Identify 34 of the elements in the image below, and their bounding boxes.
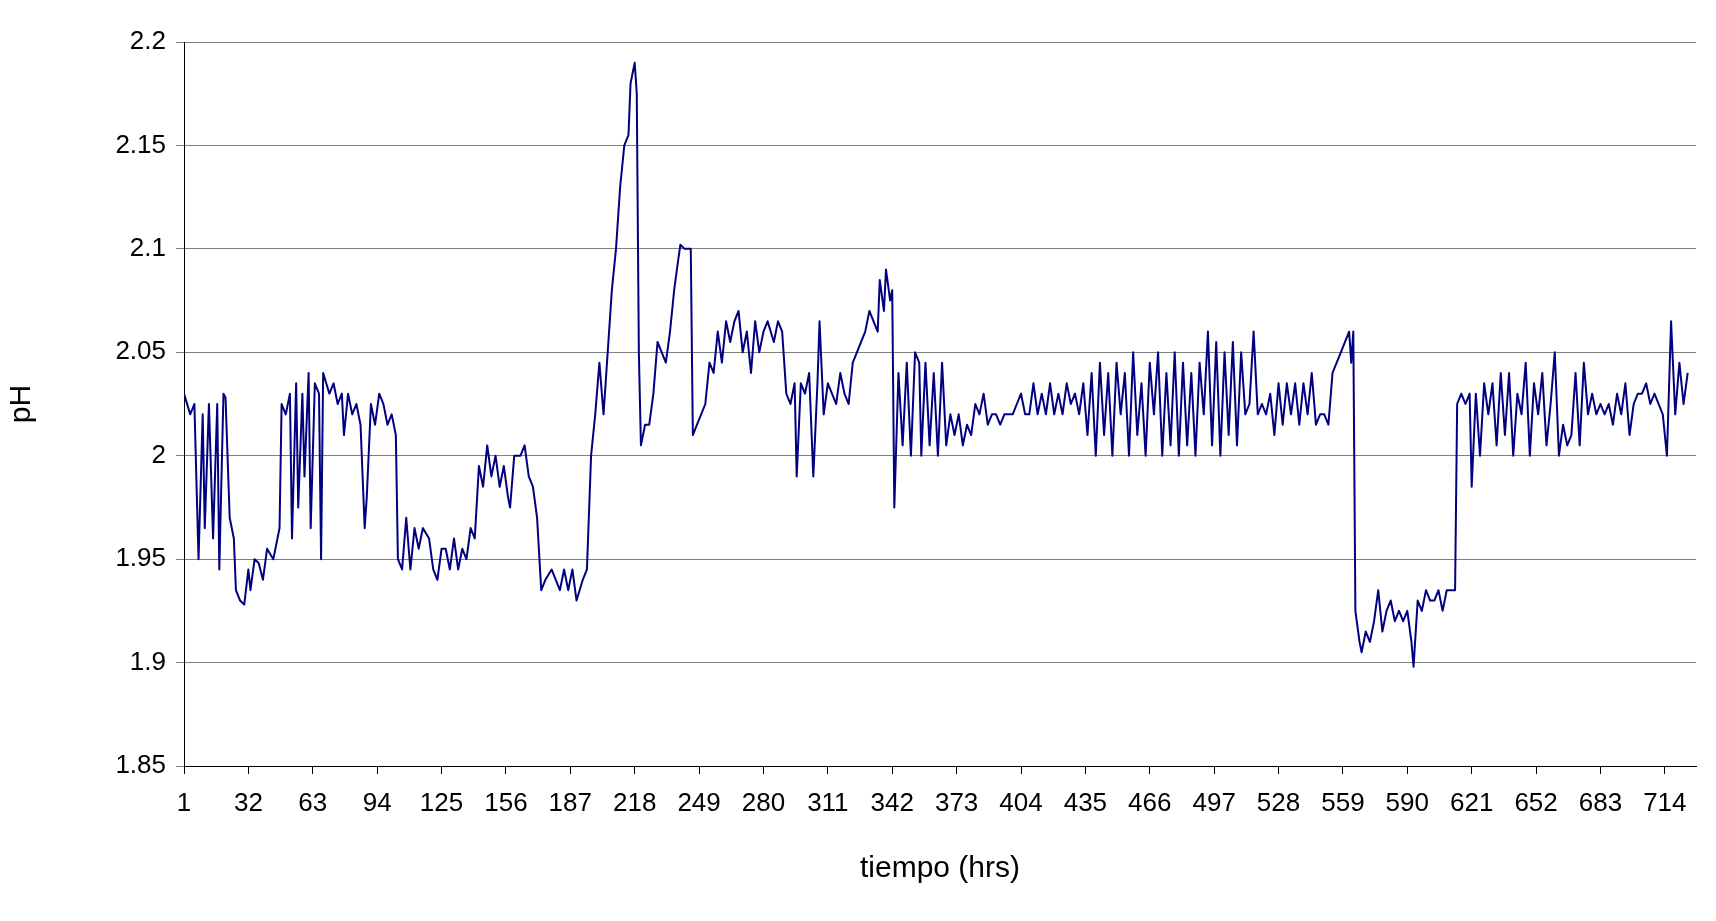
- y-tick-label: 1.85: [115, 749, 166, 780]
- x-tick-label: 404: [999, 786, 1043, 817]
- x-tick-label: 311: [807, 786, 849, 817]
- x-tick-label: 63: [298, 786, 328, 817]
- x-tick-label: 590: [1385, 786, 1429, 817]
- y-tick-label: 1.95: [115, 542, 166, 573]
- y-tick-label: 2: [151, 438, 166, 469]
- x-tick-label: 435: [1063, 786, 1108, 817]
- y-tick-label: 2.1: [129, 232, 166, 263]
- x-tick-label: 683: [1578, 786, 1623, 817]
- x-tick-label: 187: [548, 786, 592, 817]
- x-tick-label: 94: [362, 786, 392, 817]
- x-tick-label: 559: [1321, 786, 1365, 817]
- x-tick-label: 1: [176, 786, 192, 817]
- x-tick-label: 156: [484, 786, 528, 817]
- x-tick-label: 280: [741, 786, 786, 817]
- x-tick-label: 714: [1643, 786, 1687, 817]
- y-axis-title: pH: [3, 384, 37, 424]
- x-tick-label: 621: [1450, 786, 1494, 817]
- x-tick-label: 125: [419, 786, 464, 817]
- y-tick-label: 2.15: [115, 128, 166, 159]
- x-tick-label: 652: [1514, 786, 1558, 817]
- x-tick-label: 466: [1128, 786, 1172, 817]
- x-tick-label: 528: [1256, 786, 1301, 817]
- x-tick-label: 373: [934, 786, 979, 817]
- x-tick-label: 497: [1192, 786, 1236, 817]
- y-tick-label: 2.05: [115, 335, 166, 366]
- x-tick-label: 32: [233, 786, 263, 817]
- x-tick-label: 342: [870, 786, 914, 817]
- x-tick-label: 218: [613, 786, 657, 817]
- x-tick-label: 249: [677, 786, 721, 817]
- x-axis-title: tiempo (hrs): [859, 850, 1021, 884]
- y-tick-label: 1.9: [129, 645, 166, 676]
- y-tick-label: 2.2: [129, 25, 166, 56]
